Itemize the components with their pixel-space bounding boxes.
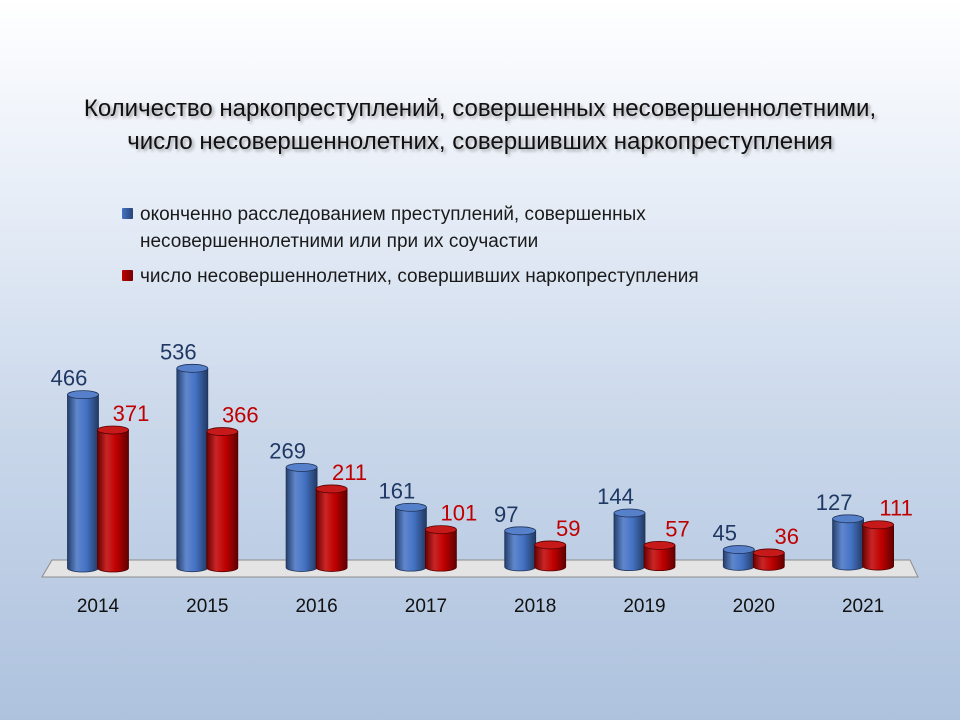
bar-body — [97, 429, 129, 573]
data-label: 371 — [113, 401, 150, 426]
bar — [643, 540, 676, 571]
bar — [613, 508, 646, 571]
legend-label-line-1: число несовершеннолетних, совершивших на… — [140, 266, 699, 287]
bar-body — [613, 512, 646, 571]
data-label: 536 — [160, 339, 197, 364]
data-labels-layer: 466 371 536 366 269 211 161 101 97 59 144 57 45 36 127… — [51, 339, 913, 549]
bar — [97, 425, 129, 573]
data-label: 466 — [51, 366, 88, 391]
bar-top-cap — [752, 548, 785, 558]
bar-body — [862, 524, 894, 571]
floor-plane — [41, 559, 919, 578]
bar — [285, 462, 318, 572]
legend-swatch-red — [122, 270, 133, 281]
x-tick-label: 2020 — [733, 596, 775, 617]
bar-body — [206, 431, 239, 573]
bar-body — [643, 544, 676, 571]
chart-title: Количество наркопреступлений, совершенны… — [0, 92, 960, 158]
bar — [67, 390, 99, 573]
legend-item-minors-count: число несовершеннолетних, совершивших на… — [122, 263, 699, 290]
bar-top-cap — [613, 508, 646, 518]
bar-top-cap — [315, 484, 348, 494]
bar-top-cap — [862, 520, 894, 530]
x-tick-label: 2018 — [514, 596, 556, 617]
bar-top-cap — [206, 427, 239, 436]
legend-label-line-2: несовершеннолетними или при их соучастии — [140, 231, 539, 252]
data-label: 97 — [494, 502, 518, 527]
bar-top-cap — [504, 526, 537, 536]
x-tick-label: 2016 — [295, 596, 337, 617]
data-label: 127 — [816, 490, 853, 515]
data-label: 59 — [556, 516, 580, 541]
bar-body — [504, 530, 537, 572]
data-label: 144 — [597, 484, 634, 509]
chart-legend: оконченно расследованием преступлений, с… — [122, 201, 699, 298]
bar-body — [395, 506, 427, 572]
bar — [315, 484, 348, 572]
bar-top-cap — [424, 525, 457, 534]
bar-body — [67, 394, 99, 573]
x-axis: 2014 2015 2016 2017 2018 2019 2020 2021 — [77, 596, 884, 617]
bar-top-cap — [97, 425, 129, 435]
bar-top-cap — [285, 462, 318, 472]
x-tick-label: 2014 — [77, 596, 120, 617]
legend-item-investigated-crimes: оконченно расследованием преступлений, с… — [122, 201, 699, 255]
bar — [752, 548, 785, 571]
bar-top-cap — [832, 514, 864, 524]
data-label: 269 — [269, 438, 306, 463]
legend-swatch-blue — [122, 208, 133, 219]
bar — [394, 502, 427, 572]
chart-title-line-2: число несовершеннолетних, совершивших на… — [127, 128, 833, 155]
bar — [832, 514, 864, 571]
chart-title-line-1: Количество наркопреступлений, совершенны… — [83, 95, 877, 122]
data-label: 161 — [379, 478, 416, 503]
bar — [504, 526, 537, 572]
bar-top-cap — [722, 545, 755, 554]
bar-top-cap — [67, 390, 99, 400]
x-tick-label: 2015 — [186, 596, 228, 617]
data-label: 36 — [775, 524, 799, 549]
bar-body — [176, 367, 209, 573]
bar-body — [534, 544, 567, 572]
bar — [862, 520, 894, 571]
bar-top-cap — [394, 502, 427, 512]
bar-body — [425, 529, 457, 572]
chart-floor — [41, 559, 919, 578]
bar — [534, 540, 567, 572]
bar — [722, 545, 755, 571]
bar — [206, 427, 239, 573]
bar — [176, 363, 209, 573]
data-label: 111 — [879, 496, 912, 521]
data-label: 211 — [332, 460, 367, 485]
bar-top-cap — [643, 540, 676, 550]
data-label: 101 — [441, 501, 478, 526]
x-tick-label: 2017 — [405, 596, 447, 617]
data-label: 366 — [222, 403, 259, 428]
x-tick-label: 2019 — [623, 596, 665, 617]
bar — [424, 525, 457, 572]
bar-top-cap — [534, 540, 567, 550]
bar-body — [752, 552, 785, 571]
bar-body — [285, 466, 318, 572]
bar-body — [832, 518, 864, 571]
x-tick-label: 2021 — [842, 596, 884, 617]
data-label: 57 — [665, 516, 689, 541]
bars-layer — [67, 363, 894, 573]
data-label: 45 — [713, 521, 737, 546]
bar-top-cap — [176, 363, 209, 373]
bar-body — [315, 488, 348, 572]
legend-label-line-1: оконченно расследованием преступлений, с… — [140, 204, 646, 225]
